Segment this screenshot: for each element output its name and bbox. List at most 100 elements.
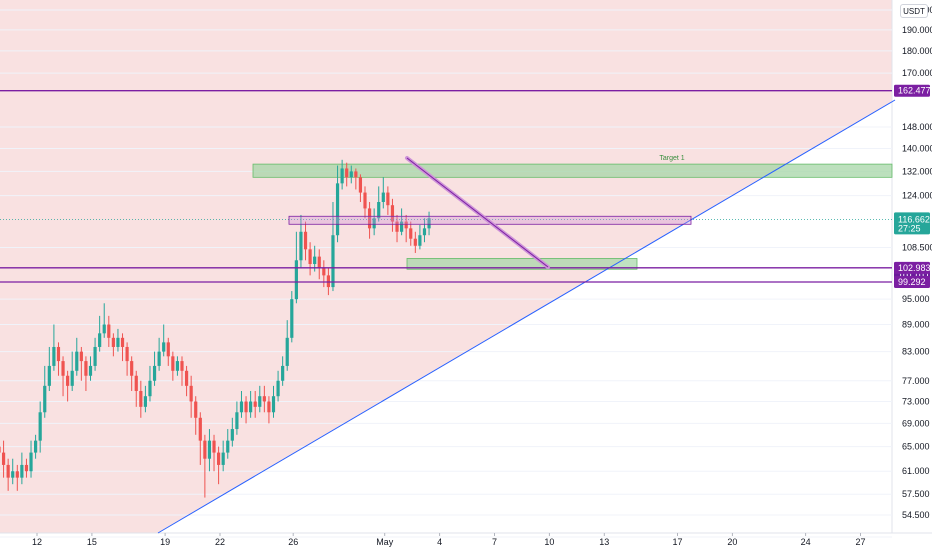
candle — [290, 291, 294, 343]
candle-body — [239, 401, 244, 413]
candle — [303, 221, 308, 261]
candle — [88, 356, 93, 381]
candle-body — [285, 337, 289, 366]
candle-body — [0, 446, 1, 453]
candle-body — [203, 440, 207, 459]
price-tick-label: 54.500 — [902, 510, 930, 520]
candle-body — [102, 324, 106, 334]
candle — [372, 208, 376, 236]
candle — [427, 211, 431, 236]
resistance-price-label-bg — [894, 84, 930, 97]
candle — [79, 346, 83, 381]
candle — [258, 385, 262, 413]
candle — [358, 174, 363, 203]
candle — [11, 458, 15, 485]
currency-selector[interactable]: USDT — [900, 4, 928, 18]
candle — [0, 446, 1, 453]
candle-body — [116, 337, 120, 347]
candle — [212, 434, 216, 472]
candle-body — [175, 361, 180, 371]
candle-body — [166, 342, 170, 357]
candle — [262, 385, 266, 413]
candle-body — [180, 361, 184, 371]
candle — [404, 214, 408, 243]
price-tick-label: 180.000 — [902, 46, 932, 56]
candle-body — [93, 346, 97, 366]
candle-body — [409, 228, 413, 239]
candle — [56, 342, 61, 376]
candle-body — [281, 365, 285, 381]
candle — [102, 303, 106, 338]
candle-body — [221, 452, 225, 465]
candle-body — [198, 417, 202, 441]
support-2-price-label-bg — [894, 276, 930, 289]
candle — [143, 385, 147, 413]
target-1-zone — [252, 163, 893, 178]
candle — [221, 440, 225, 472]
candle-body — [38, 412, 42, 441]
price-tick-label: 190.000 — [902, 25, 932, 35]
candle-body — [299, 231, 303, 261]
time-tick-label: 27 — [855, 537, 865, 547]
candle-body — [24, 464, 29, 472]
time-tick-label: 20 — [727, 537, 737, 547]
descending-trendline-edge — [406, 157, 549, 268]
candle — [166, 337, 170, 366]
candle-body — [6, 464, 10, 478]
candle — [299, 214, 303, 268]
candle — [98, 315, 102, 352]
candle-body — [143, 396, 147, 407]
price-tick-label: 57.500 — [902, 489, 930, 499]
candles[interactable] — [0, 159, 431, 498]
candle — [120, 333, 125, 362]
candle — [276, 370, 280, 402]
time-tick-label: 17 — [672, 537, 682, 547]
current-price-label: 116.662 — [898, 214, 930, 224]
time-tick-label: 22 — [215, 537, 225, 547]
candle — [184, 365, 189, 397]
candle — [43, 365, 47, 418]
candle-body — [313, 256, 317, 265]
candle-body — [207, 440, 212, 459]
candle-body — [171, 356, 175, 371]
candle — [381, 177, 385, 209]
candle — [217, 446, 221, 485]
candle-body — [84, 361, 88, 376]
resistance-price-label: 162.477 — [898, 86, 931, 96]
candle-body — [308, 249, 312, 265]
candle-body — [66, 375, 70, 386]
candle-body — [189, 385, 193, 402]
hidden-level-label: 101.011 — [898, 270, 930, 280]
candle — [203, 434, 207, 498]
candle-body — [372, 218, 376, 229]
candle — [354, 168, 358, 190]
candle — [349, 165, 353, 184]
candle — [249, 390, 253, 418]
target-1-label: Target 1 — [659, 155, 684, 162]
candle — [1, 440, 6, 478]
candle-body — [258, 396, 262, 407]
price-tick-label: 132.000 — [902, 166, 932, 176]
current-price-bg — [894, 212, 930, 235]
candle-body — [217, 452, 221, 465]
time-tick-label: 15 — [87, 537, 97, 547]
price-tick-label: 89.000 — [902, 320, 930, 330]
candle-body — [194, 401, 198, 418]
candle-body — [130, 361, 134, 376]
candle — [317, 249, 321, 280]
ascending-trendline — [157, 99, 896, 534]
price-tick-label: 73.000 — [902, 396, 930, 406]
candle-body — [303, 231, 308, 250]
candle — [20, 452, 24, 485]
time-axis[interactable]: 12 15 19 22 26 May 4 7 10 13 17 20 24 27 — [32, 533, 866, 547]
candle — [226, 429, 230, 459]
time-tick-label: 4 — [437, 537, 442, 547]
price-tick-label: 95.000 — [902, 294, 930, 304]
time-tick-label: 24 — [801, 537, 811, 547]
candle-body — [152, 365, 157, 381]
candle-body — [418, 235, 422, 246]
candle — [386, 186, 390, 215]
